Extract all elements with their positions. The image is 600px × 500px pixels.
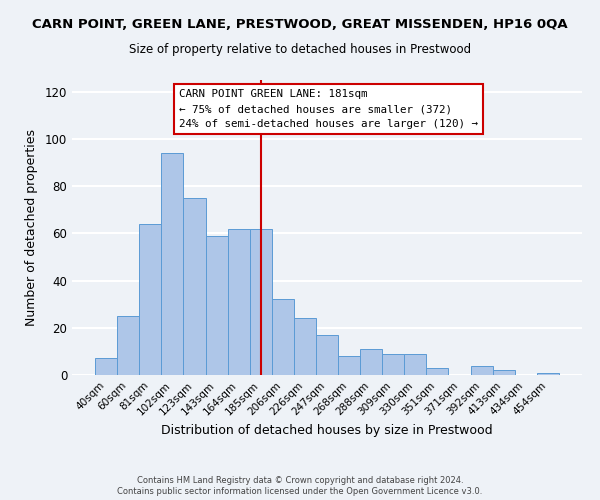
Bar xyxy=(161,153,184,375)
Text: Contains HM Land Registry data © Crown copyright and database right 2024.: Contains HM Land Registry data © Crown c… xyxy=(137,476,463,485)
Bar xyxy=(272,300,294,375)
Bar xyxy=(95,358,117,375)
Text: Contains public sector information licensed under the Open Government Licence v3: Contains public sector information licen… xyxy=(118,488,482,496)
Bar xyxy=(338,356,360,375)
Text: Size of property relative to detached houses in Prestwood: Size of property relative to detached ho… xyxy=(129,42,471,56)
Text: CARN POINT GREEN LANE: 181sqm
← 75% of detached houses are smaller (372)
24% of : CARN POINT GREEN LANE: 181sqm ← 75% of d… xyxy=(179,90,478,129)
Bar xyxy=(139,224,161,375)
Bar xyxy=(470,366,493,375)
Bar xyxy=(206,236,227,375)
Bar xyxy=(294,318,316,375)
Bar xyxy=(404,354,427,375)
Text: CARN POINT, GREEN LANE, PRESTWOOD, GREAT MISSENDEN, HP16 0QA: CARN POINT, GREEN LANE, PRESTWOOD, GREAT… xyxy=(32,18,568,30)
Bar xyxy=(360,349,382,375)
Bar xyxy=(117,316,139,375)
Bar xyxy=(184,198,206,375)
Bar xyxy=(316,335,338,375)
Bar xyxy=(537,372,559,375)
Bar xyxy=(427,368,448,375)
Bar xyxy=(250,228,272,375)
Bar xyxy=(493,370,515,375)
Y-axis label: Number of detached properties: Number of detached properties xyxy=(25,129,38,326)
Bar xyxy=(227,228,250,375)
Bar xyxy=(382,354,404,375)
X-axis label: Distribution of detached houses by size in Prestwood: Distribution of detached houses by size … xyxy=(161,424,493,436)
